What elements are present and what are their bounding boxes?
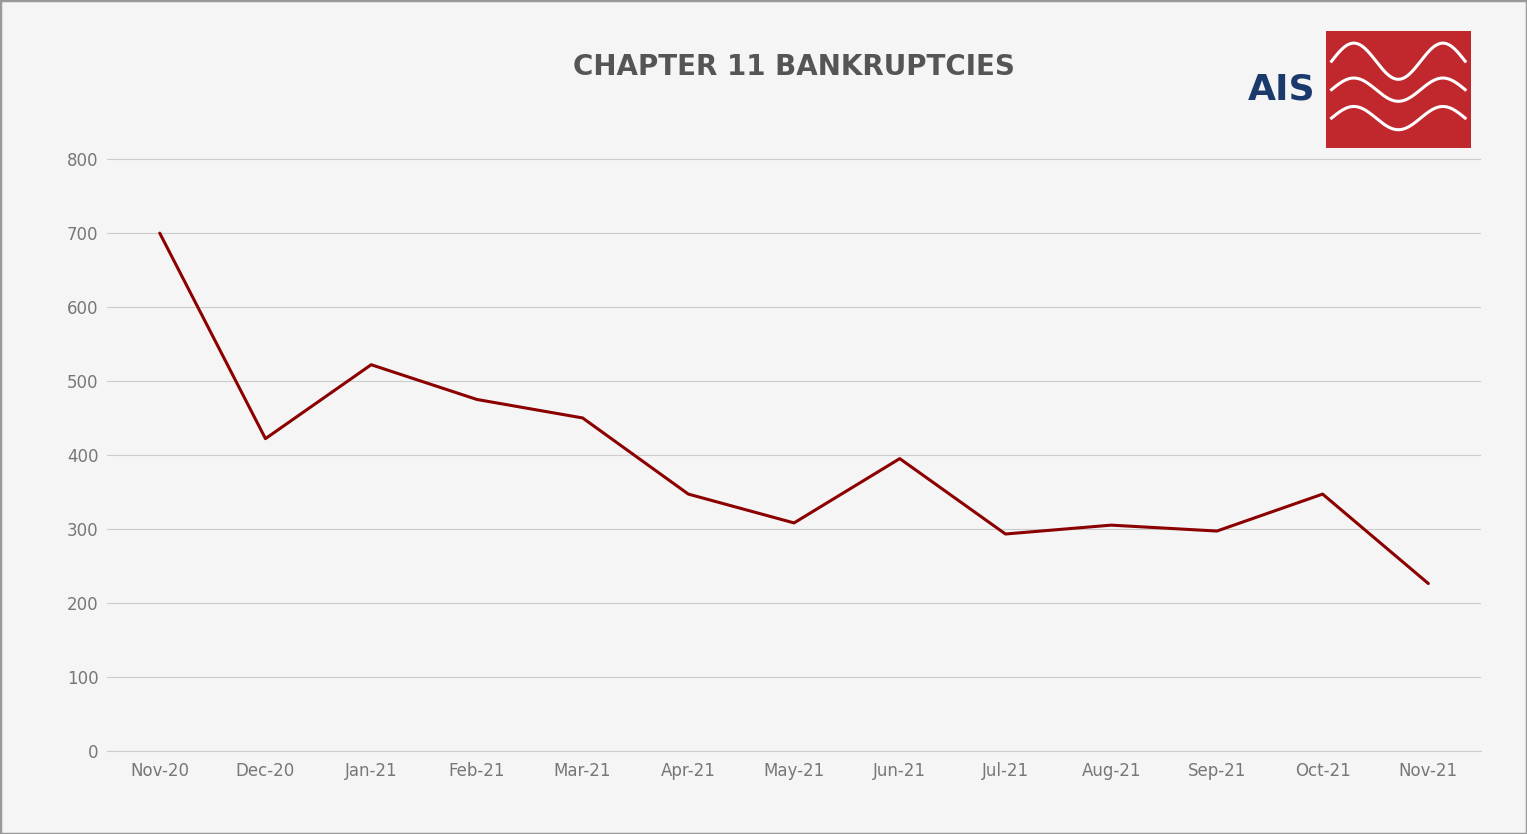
Bar <box>1327 32 1471 148</box>
Title: CHAPTER 11 BANKRUPTCIES: CHAPTER 11 BANKRUPTCIES <box>573 53 1015 81</box>
Text: AIS: AIS <box>1248 73 1316 107</box>
